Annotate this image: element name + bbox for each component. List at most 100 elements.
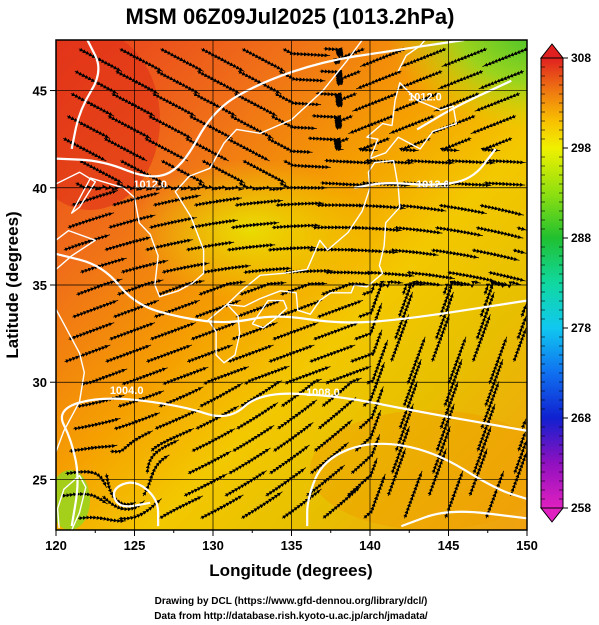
streamline-arrow: [442, 425, 447, 432]
coastline: [226, 159, 401, 315]
streamline-arrow: [255, 307, 261, 312]
streamline-arrow: [454, 358, 459, 364]
y-axis-label: Latitude (degrees): [3, 211, 22, 358]
streamline-arrow: [214, 307, 220, 312]
streamline-arrow: [451, 492, 456, 499]
streamline-arrow: [505, 274, 511, 279]
streamline-arrow: [334, 412, 339, 417]
streamline-arrow: [122, 146, 128, 151]
coastline: [397, 40, 426, 72]
streamline-arrow: [454, 99, 460, 104]
streamline-arrow: [141, 264, 147, 269]
streamline-arrow: [246, 460, 252, 464]
streamline-arrow: [242, 482, 248, 487]
streamline-arrow: [487, 403, 492, 409]
streamline-arrow: [166, 124, 173, 129]
colorbar-label: 278: [571, 321, 591, 335]
coastline: [251, 299, 288, 329]
streamline-arrow: [141, 374, 147, 379]
streamline-arrow: [376, 77, 383, 82]
streamline-arrow: [97, 169, 103, 173]
streamline-arrow: [322, 479, 328, 484]
x-axis-ticks: 120 125 130 135 140 145 150: [45, 530, 538, 553]
isobar-line: [60, 392, 527, 527]
colorbar-label: 298: [571, 141, 591, 155]
streamline-arrow: [405, 291, 409, 297]
streamline-arrow: [263, 373, 269, 378]
streamline-arrow: [177, 505, 183, 510]
streamline-arrow: [210, 221, 217, 226]
streamline-arrow: [503, 55, 509, 59]
streamline-arrow: [486, 291, 491, 297]
streamline-arrow: [260, 57, 266, 62]
streamline-arrow: [495, 99, 501, 104]
streamline-arrow: [170, 102, 176, 106]
streamline-arrow: [259, 285, 265, 289]
isobar-value-label: 1012.0: [416, 179, 450, 191]
streamline-arrow: [299, 285, 306, 289]
streamline-arrow: [373, 495, 378, 502]
streamline-arrow: [496, 230, 502, 235]
streamline-arrow: [87, 329, 94, 334]
streamline-arrow: [459, 206, 465, 211]
streamline-arrow: [126, 124, 132, 129]
streamline-arrow: [261, 169, 267, 173]
streamline-arrow: [97, 400, 103, 404]
colorbar-label: 258: [571, 501, 591, 515]
grid-lines: [56, 40, 527, 530]
streamline-arrow: [207, 124, 213, 129]
streamline-arrow: [455, 229, 462, 233]
streamline-arrow: [330, 434, 336, 439]
streamline-arrow: [406, 403, 410, 409]
coastline: [56, 40, 363, 298]
streamline-arrow: [100, 263, 106, 268]
streamline-arrow: [483, 425, 488, 432]
x-tick-label: 150: [516, 538, 538, 553]
streamline-arrow: [338, 501, 344, 506]
y-tick-label: 45: [33, 84, 47, 99]
streamline-arrow: [435, 470, 439, 476]
streamline-arrow: [517, 342, 522, 349]
streamline-arrow: [81, 146, 87, 151]
coastline: [56, 307, 85, 454]
streamline-arrow: [150, 470, 155, 477]
streamline-arrow: [206, 244, 213, 249]
streamline-arrow: [130, 102, 136, 106]
streamline-arrow: [491, 122, 497, 126]
coastline: [56, 229, 96, 271]
isobar-line: [70, 40, 100, 150]
streamline-arrow: [370, 324, 375, 331]
streamline-arrow: [372, 408, 376, 414]
credit-data: Data from http://database.rish.kyoto-u.a…: [154, 611, 428, 622]
streamline-arrow: [516, 470, 521, 476]
streamline-arrow: [211, 102, 217, 106]
streamline-arrow: [366, 455, 372, 460]
streamline-arrow: [336, 307, 343, 312]
streamline-arrow: [288, 352, 294, 356]
streamline-arrow: [491, 380, 496, 387]
streamline-arrow: [218, 506, 224, 510]
streamline-arrow: [292, 329, 298, 334]
streamline-arrow: [85, 124, 91, 129]
streamline-arrow: [344, 373, 351, 378]
streamline-arrow: [137, 57, 143, 62]
streamline-arrow: [84, 352, 90, 356]
streamline-arrow: [394, 470, 399, 476]
coastline: [56, 474, 87, 530]
streamline-arrow: [128, 329, 135, 334]
streamline-arrow: [520, 226, 526, 231]
streamline-arrow: [214, 416, 220, 421]
streamline-arrow: [214, 199, 221, 204]
x-tick-label: 120: [45, 538, 67, 553]
streamline-arrow: [518, 454, 522, 461]
streamline-arrow: [516, 249, 522, 254]
streamline-arrow: [177, 285, 183, 289]
streamline-arrow: [519, 439, 524, 445]
streamline-arrow: [206, 461, 212, 466]
streamline-arrow: [95, 285, 102, 289]
streamline-arrow: [128, 441, 134, 446]
plot-area: 1004.0 1008.0 1012.0 1012.0 1012.0: [56, 40, 527, 530]
y-tick-label: 40: [33, 181, 47, 196]
streamline-arrow: [458, 77, 464, 82]
